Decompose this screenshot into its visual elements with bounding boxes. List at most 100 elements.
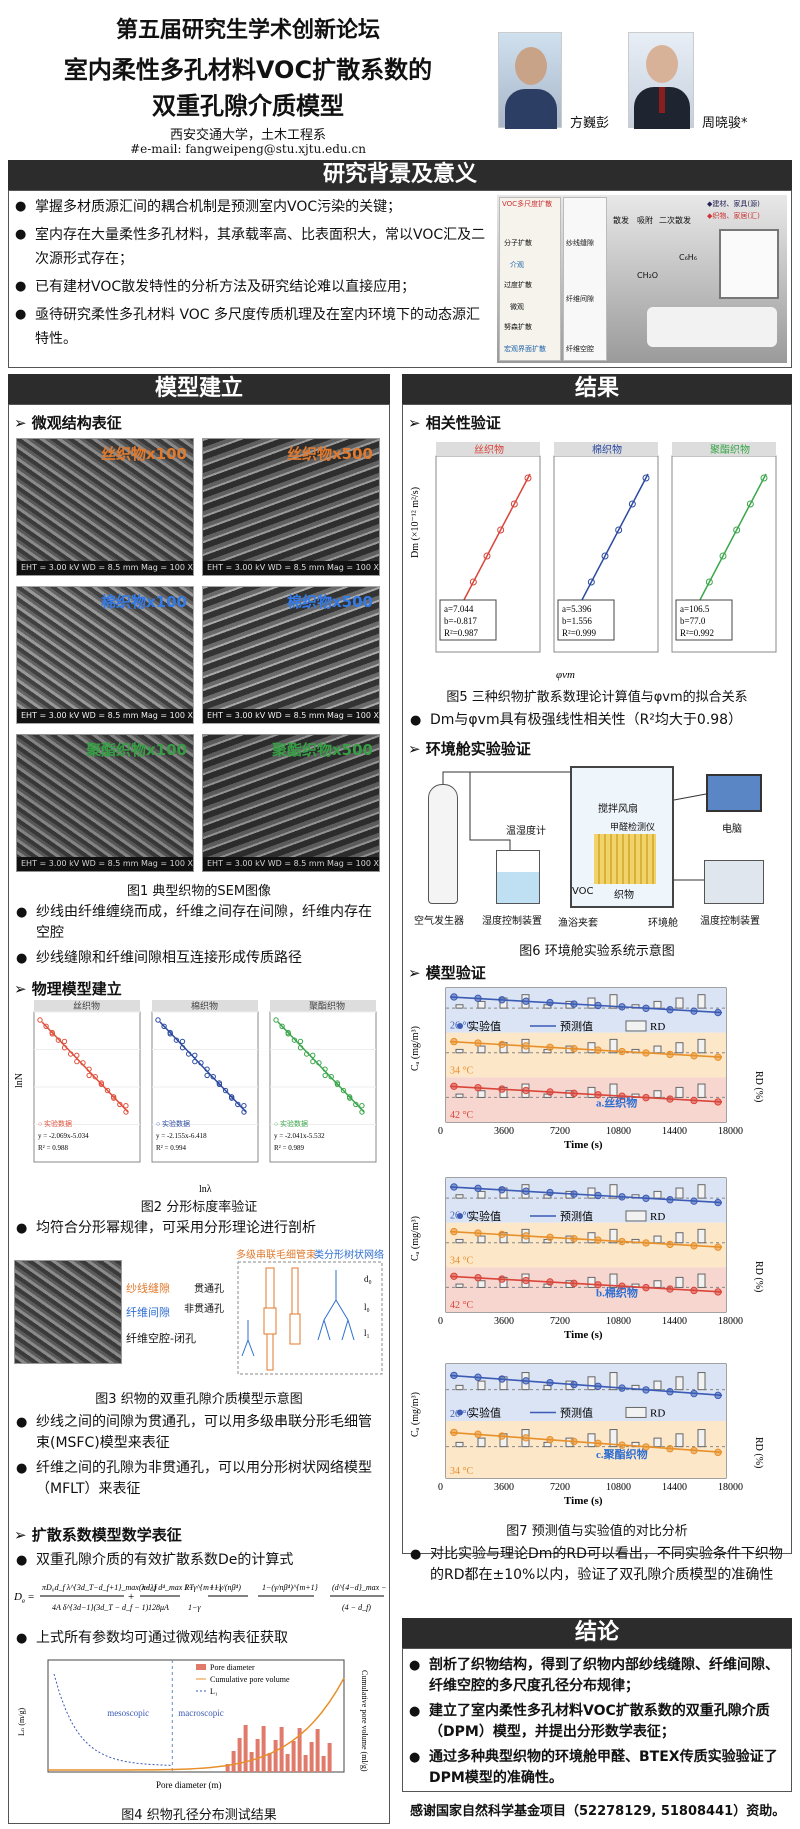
corr-point	[705, 578, 713, 586]
rd-bar	[653, 1437, 662, 1448]
fractal-point	[74, 1058, 80, 1065]
svg-text:1−γ^{m+1}: 1−γ^{m+1}	[184, 1583, 222, 1592]
measured-point	[522, 997, 530, 1005]
fractal-point	[297, 1045, 304, 1051]
measured-point	[666, 1050, 674, 1059]
measured-point	[498, 996, 506, 1004]
bg-bullet: 掌握多材质源汇间的耦合机制是预测室内VOC污染的关键；	[13, 195, 493, 219]
measured-point	[594, 1046, 602, 1054]
fractal-title-bg	[152, 1000, 258, 1012]
measured-point	[570, 1380, 578, 1389]
fractal-point	[43, 1023, 49, 1029]
fractal-point	[285, 1031, 291, 1037]
corr-bullet: Dm与φvm具有极强线性相关性（R²均大于0.98）	[408, 710, 788, 731]
rd-bar	[675, 997, 684, 1009]
measured-point	[474, 1083, 482, 1092]
rd-bar	[697, 1184, 706, 1199]
rd-bar	[455, 1093, 464, 1098]
measured-point	[498, 1186, 506, 1194]
poster-title-line1: 室内柔性多孔材料VOC扩散系数的	[63, 56, 433, 84]
fan-label: 搅拌风扇	[598, 804, 638, 815]
micro-bullet: 纱线由纤维缠绕而成，纤维之间存在间隙，纤维内存在空腔	[14, 902, 380, 944]
bg-bullet: 室内存在大量柔性多孔材料，其承载率高、比表面积大，常以VOC汇及二次源形式存在；	[13, 223, 493, 271]
nonthrough-pore-label: 非贯通孔	[184, 1304, 224, 1315]
sem-poly-100: 聚酯织物x100 EHT = 3.00 kV WD = 8.5 mm Mag = …	[16, 734, 194, 872]
rd-bar	[587, 1276, 596, 1288]
rd-bar	[455, 1048, 464, 1054]
model-panel	[8, 404, 390, 1824]
time-axis-label: Time (s)	[564, 1139, 603, 1151]
legend-measured-marker	[457, 1022, 463, 1029]
measured-point	[570, 1000, 578, 1008]
sem-meta: EHT = 3.00 kV WD = 8.5 mm Mag = 100 X	[203, 709, 379, 723]
corr-heading: 相关性验证	[408, 412, 501, 433]
measured-point	[498, 1275, 506, 1283]
measured-point	[714, 1243, 722, 1251]
corr-legend-box	[439, 599, 497, 641]
email: #e-mail: fangweipeng@stu.xjtu.edu.cn	[130, 142, 366, 156]
measured-point	[666, 1196, 674, 1204]
conclusion-bullet: 通过多种典型织物的环境舱甲醛、BTEX传质实验验证了DPM模型的准确性。	[407, 1747, 787, 1789]
sem-label: 棉织物x500	[287, 593, 373, 611]
poster-title-line2: 双重孔隙介质模型	[152, 92, 344, 120]
background-illustration: VOC多尺度扩散 分子扩散 介观 过度扩散 微观 努森扩散 宏观界面扩散 纱线缝…	[497, 195, 787, 363]
micro-bullet: 纱线缝隙和纤维间隙相互连接形成传质路径	[14, 948, 380, 969]
legend-measured: 实验值	[468, 1209, 501, 1223]
second-label: 二次散发	[659, 216, 691, 225]
fractal-point	[198, 1060, 204, 1066]
rd-bar	[587, 1187, 596, 1199]
rd-bar	[587, 997, 596, 1009]
predicted-line	[449, 1085, 723, 1103]
fig6-caption: 图6 环境舱实验系统示意图	[519, 944, 675, 959]
measured-point	[594, 1001, 602, 1010]
fractal-point	[303, 1051, 310, 1057]
fractal-point	[359, 1109, 365, 1115]
predicted-line	[449, 1230, 723, 1249]
svg-text:1−(γ/nβ⁴)^{m+1}: 1−(γ/nβ⁴)^{m+1}	[262, 1583, 319, 1592]
measured-point	[546, 1278, 554, 1286]
conclusion-bullet: 剖析了织物结构，得到了织物内部纱线缝隙、纤维间隙、纤维空腔的多尺度孔径分布规律；	[407, 1655, 787, 1697]
measured-point	[570, 1437, 578, 1446]
formal-meter-label: 甲醛检测仪	[610, 823, 656, 833]
fractal-point	[98, 1081, 105, 1087]
pore-bar	[267, 1753, 272, 1772]
time-axis-label: Time (s)	[564, 1329, 603, 1341]
svg-text:(d^{4−d}_max − d^{4−d}_min): (d^{4−d}_max − d^{4−d}_min)	[332, 1583, 386, 1592]
legend-sink: ◆织物、家居(汇)	[707, 212, 760, 220]
measured-point	[594, 1439, 602, 1447]
sem-meta: EHT = 3.00 kV WD = 8.5 mm Mag = 100 X	[17, 561, 193, 575]
pore-bar	[249, 1752, 254, 1772]
fabric-block	[594, 834, 656, 884]
author2-photo	[628, 32, 694, 129]
l0-label: l₀	[364, 1302, 370, 1312]
fractal-title: 聚酯织物	[309, 1000, 345, 1011]
humid-label: 湿度控制装置	[482, 916, 542, 927]
fractal-r2: R² = 0.994	[156, 1144, 186, 1152]
void-label: 纤维空腔	[566, 345, 594, 353]
adsorb-label: 吸附	[637, 216, 653, 225]
corr-r2: R²=0.999	[562, 628, 597, 638]
corr-a: a=5.396	[562, 604, 592, 614]
predicted-line	[449, 1374, 723, 1397]
corr-bullets: Dm与φvm具有极强线性相关性（R²均大于0.98）	[408, 710, 788, 735]
corr-point	[510, 500, 518, 508]
final-bullets: 对比实验与理论Dm的RD可以看出，不同实验条件下织物的RD都在±10%以内，验证…	[408, 1544, 788, 1590]
correlation-charts: 丝织物 a=7.044 b=-0.817 R²=0.987 棉织物 a=5.396 b=1.…	[410, 442, 777, 681]
rd-bar	[653, 1235, 662, 1244]
measured-point	[450, 993, 458, 1001]
fractal-point	[86, 1066, 92, 1072]
time-tick: 18000	[718, 1126, 743, 1137]
fractal-point	[310, 1058, 316, 1065]
pore-ylabel-left: Lₙ (m/g)	[17, 1708, 26, 1736]
measured-point	[618, 1193, 626, 1201]
rd-bar	[697, 1372, 706, 1391]
measured-point	[690, 1446, 698, 1455]
rd-bar	[609, 1273, 618, 1288]
corr-b: b=-0.817	[444, 616, 477, 626]
legend-rd-marker	[625, 1406, 647, 1418]
fractal-title-bg	[34, 1000, 140, 1012]
fig1-caption: 图1 典型织物的SEM图像	[126, 884, 272, 899]
conc-axis-label: Cₐ (mg/m³)	[410, 1392, 421, 1437]
measured-point	[474, 1039, 482, 1047]
